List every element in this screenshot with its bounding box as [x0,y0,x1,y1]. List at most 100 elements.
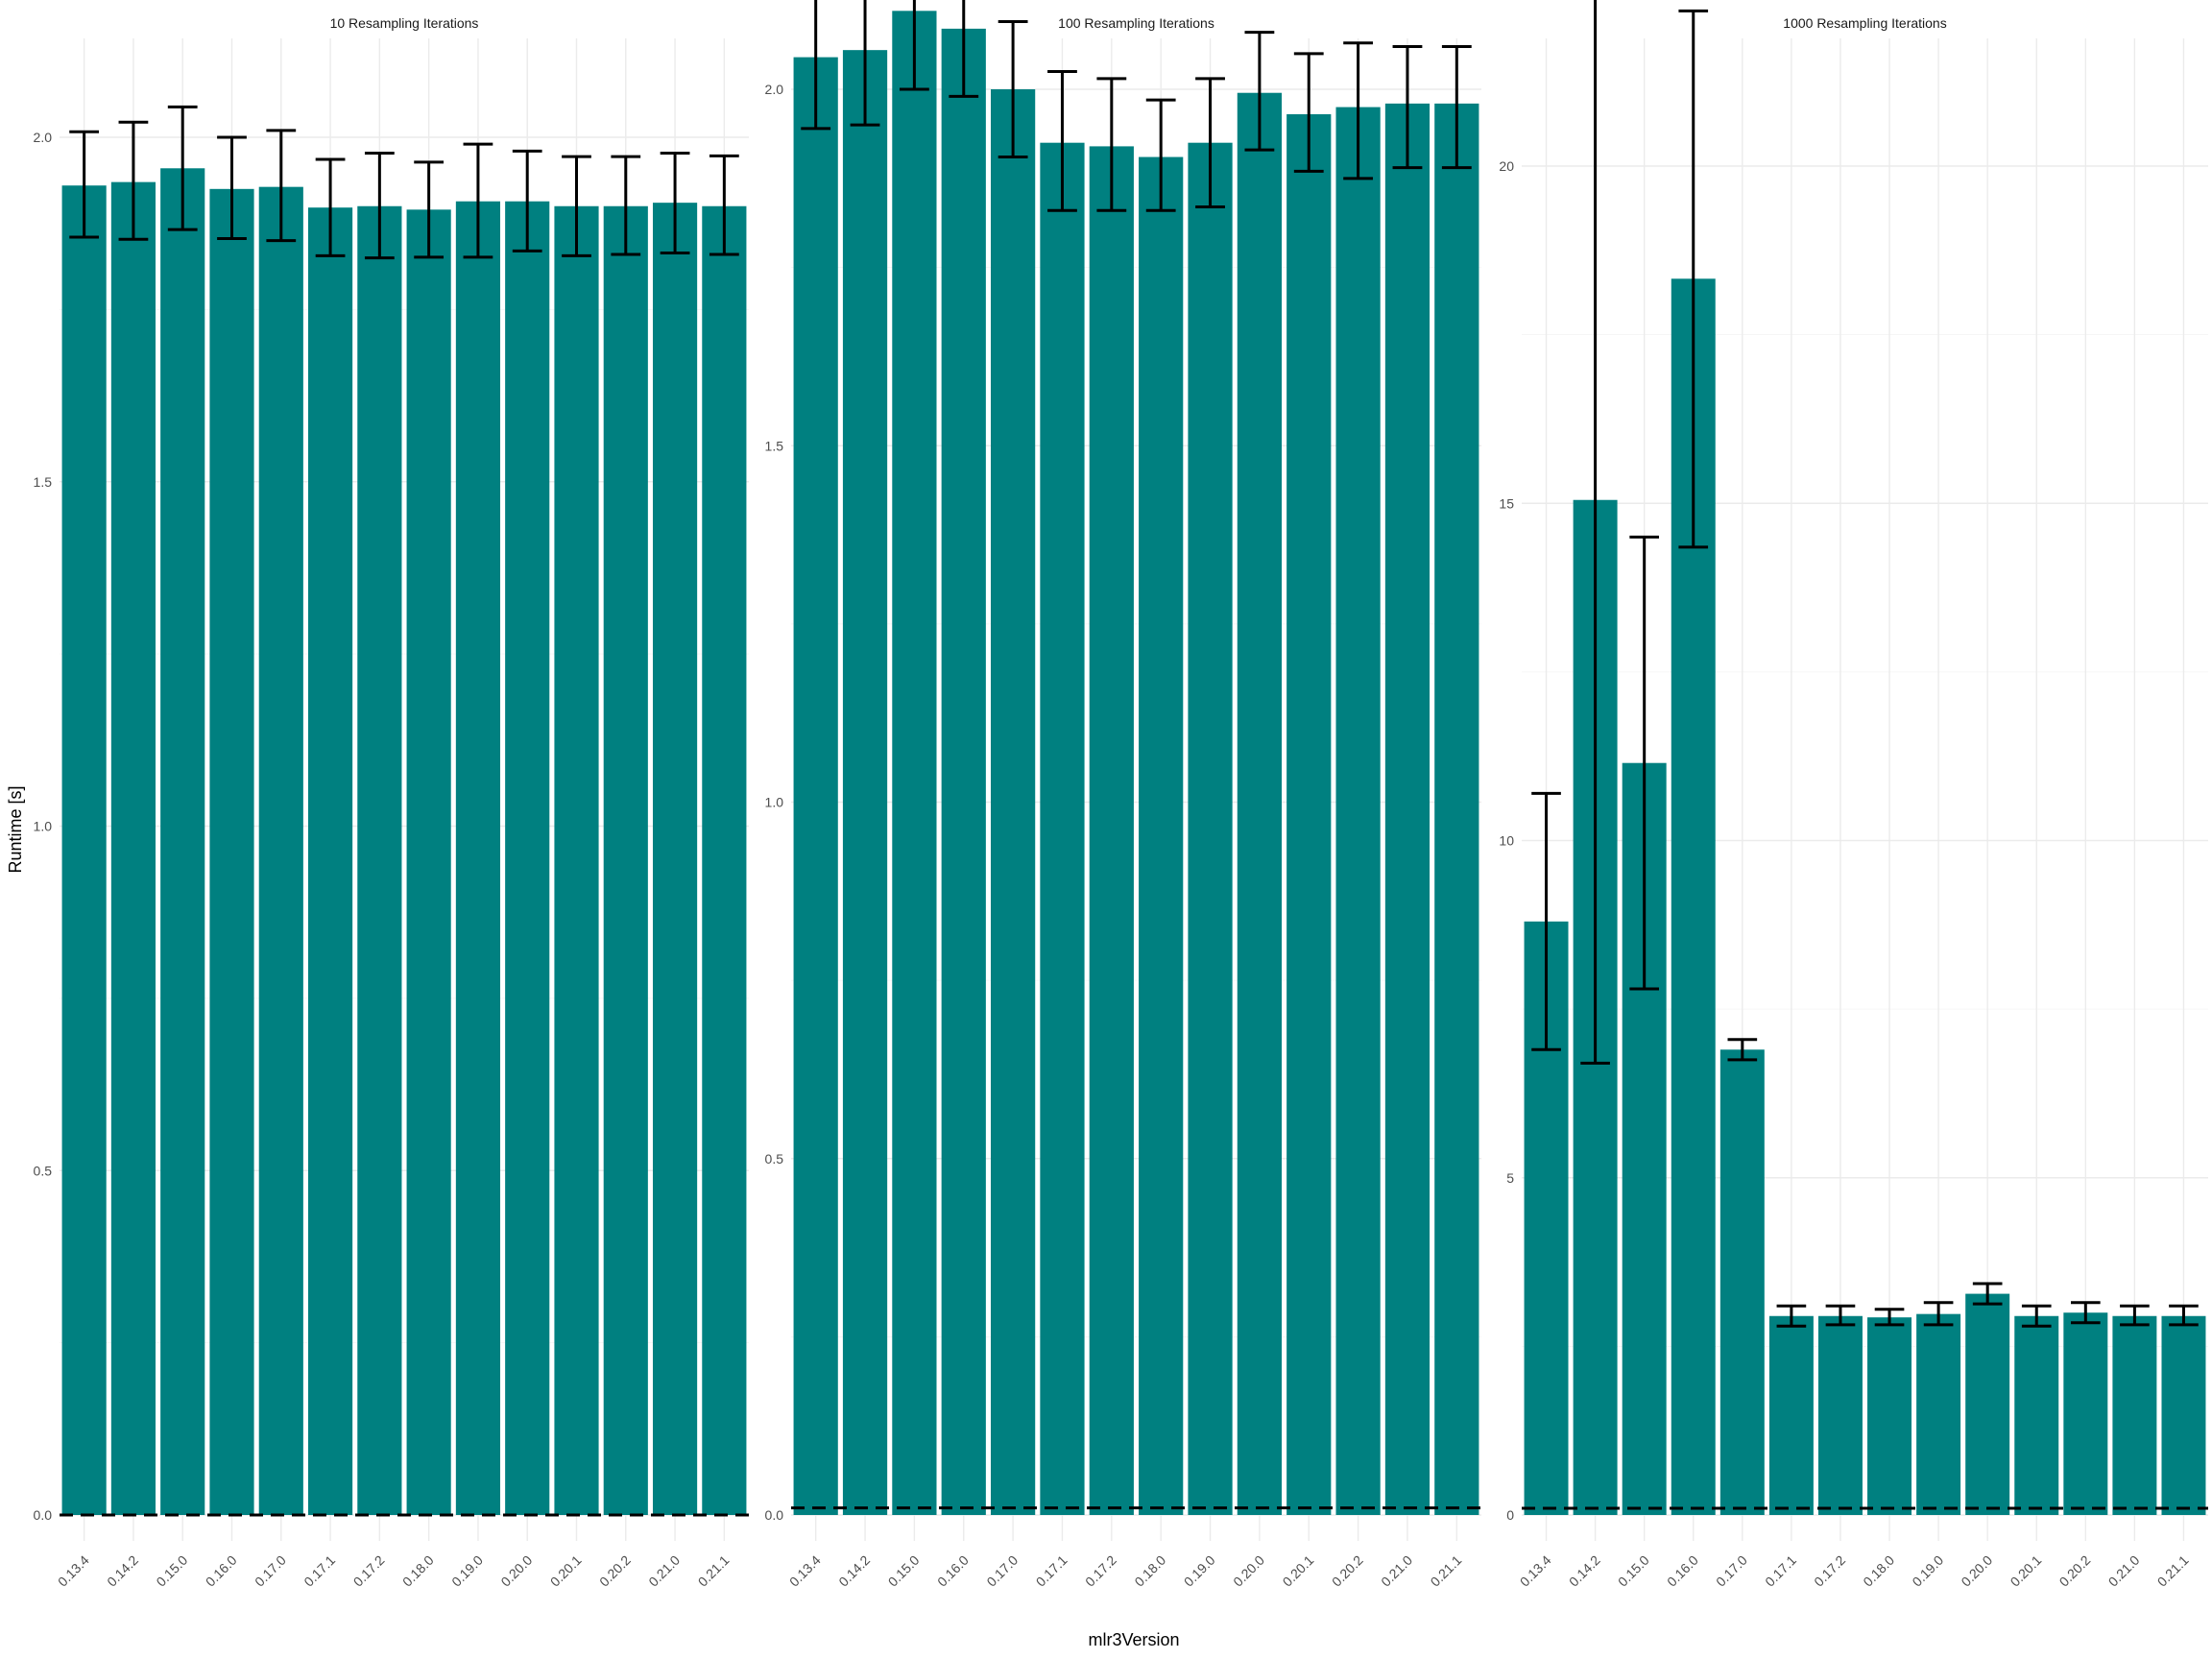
facet-title: 10 Resampling Iterations [330,15,479,31]
x-tick-label: 0.21.0 [1378,1552,1415,1590]
y-tick-label: 1.0 [34,819,53,834]
x-tick-label: 0.17.1 [301,1552,338,1590]
x-tick-label: 0.15.0 [885,1552,923,1590]
x-tick-label: 0.14.2 [104,1552,141,1590]
bar-0.20.1 [1286,113,1332,1515]
facet-title: 100 Resampling Iterations [1058,15,1214,31]
y-tick-label: 0.5 [34,1163,53,1178]
bar-0.17.0 [1719,1049,1765,1515]
bar-0.21.0 [652,203,698,1516]
x-tick-label: 0.13.4 [55,1552,92,1590]
x-tick-label: 0.20.2 [2056,1552,2094,1590]
bar-0.18.0 [1867,1317,1912,1515]
x-tick-label: 0.20.0 [1958,1552,1995,1590]
facet-1: 0.0 0.5 1.0 1.5 2.0 10 Resampling Iterations 0… [34,15,749,1590]
y-tick-label: 15 [1499,495,1514,511]
bar-0.21.1 [702,205,747,1515]
bar-0.19.0 [1188,142,1233,1515]
bar-0.17.2 [1089,146,1134,1515]
y-tick-label: 2.0 [765,82,784,97]
bar-0.20.2 [603,205,648,1515]
y-tick-label: 1.0 [765,795,784,810]
x-tick-label: 0.16.0 [934,1552,972,1590]
bar-0.17.0 [990,89,1036,1515]
x-tick-label: 0.15.0 [1615,1552,1652,1590]
y-tick-label: 1.5 [765,438,784,453]
x-tick-label: 0.17.0 [252,1552,289,1590]
x-tick-label: 0.13.4 [786,1552,824,1590]
bar-0.18.0 [1139,156,1184,1516]
bar-0.16.0 [209,188,254,1515]
bar-0.17.2 [357,205,402,1515]
bar-0.20.0 [1965,1293,2010,1515]
x-tick-label: 0.20.1 [2008,1552,2045,1590]
bar-0.20.2 [1335,107,1381,1515]
x-tick-label: 0.19.0 [1909,1552,1946,1590]
y-tick-label: 10 [1499,833,1514,849]
bar-0.19.0 [455,201,501,1515]
y-tick-label: 0.5 [765,1151,784,1166]
facet-title: 1000 Resampling Iterations [1783,15,1946,31]
x-axis-title: mlr3Version [1088,1630,1179,1649]
x-tick-label: 0.20.2 [596,1552,634,1590]
y-tick-label: 5 [1506,1170,1514,1186]
x-tick-label: 0.21.0 [2105,1552,2143,1590]
x-tick-label: 0.17.2 [1082,1552,1119,1590]
x-tick-label: 0.13.4 [1517,1552,1554,1590]
y-tick-label: 0.0 [34,1507,53,1523]
bar-0.18.0 [406,209,451,1515]
x-tick-label: 0.17.0 [983,1552,1021,1590]
x-tick-label: 0.14.2 [835,1552,873,1590]
bar-0.13.4 [793,57,838,1515]
facet-2: 0.0 0.5 1.0 1.5 2.0 100 Resampling Iterations… [765,0,1481,1590]
bar-0.20.2 [2063,1312,2108,1515]
x-tick-label: 0.17.1 [1762,1552,1799,1590]
x-tick-label: 0.20.0 [1230,1552,1267,1590]
x-tick-label: 0.18.0 [1860,1552,1897,1590]
bar-0.21.0 [1384,103,1431,1516]
bar-0.16.0 [941,28,986,1516]
bar-0.19.0 [1916,1313,1961,1515]
x-tick-label: 0.20.1 [547,1552,585,1590]
bar-0.17.1 [1040,142,1085,1515]
facets-layer: 0.0 0.5 1.0 1.5 2.0 10 Resampling Iterations 0… [34,0,2208,1590]
x-tick-label: 0.20.0 [497,1552,535,1590]
x-tick-label: 0.19.0 [1181,1552,1218,1590]
x-tick-label: 0.16.0 [203,1552,240,1590]
x-tick-label: 0.16.0 [1664,1552,1701,1590]
y-axis-title: Runtime [s] [6,785,25,873]
facet-3: 0 5 10 15 20 1000 Resampling Iterations 0.13.4… [1499,0,2208,1590]
bar-0.20.0 [1237,92,1283,1515]
bar-0.15.0 [892,11,937,1516]
x-tick-label: 0.21.1 [1428,1552,1465,1590]
bar-0.21.1 [2161,1315,2206,1515]
bar-0.20.1 [2014,1315,2059,1515]
x-tick-label: 0.19.0 [448,1552,486,1590]
bar-0.20.0 [505,201,550,1515]
x-tick-label: 0.18.0 [399,1552,437,1590]
x-tick-label: 0.20.2 [1329,1552,1366,1590]
bar-0.17.0 [258,186,303,1515]
x-tick-label: 0.21.1 [695,1552,733,1590]
y-tick-label: 0 [1506,1507,1514,1523]
x-tick-label: 0.18.0 [1131,1552,1168,1590]
bar-0.15.0 [160,168,205,1516]
bar-0.21.1 [1434,103,1479,1516]
bar-0.14.2 [842,50,888,1516]
bar-0.21.0 [2112,1315,2157,1515]
x-tick-label: 0.14.2 [1566,1552,1603,1590]
bar-0.20.1 [554,205,599,1515]
y-tick-label: 1.5 [34,474,53,490]
bar-0.17.1 [307,207,353,1515]
x-tick-label: 0.17.2 [350,1552,388,1590]
x-tick-label: 0.15.0 [153,1552,190,1590]
x-tick-label: 0.20.1 [1280,1552,1317,1590]
bar-0.13.4 [61,185,107,1516]
bar-0.14.2 [110,181,156,1516]
bar-0.17.2 [1817,1315,1863,1515]
x-tick-label: 0.21.1 [2154,1552,2192,1590]
y-tick-label: 20 [1499,158,1514,174]
x-tick-label: 0.17.2 [1811,1552,1848,1590]
y-tick-label: 0.0 [765,1507,784,1523]
